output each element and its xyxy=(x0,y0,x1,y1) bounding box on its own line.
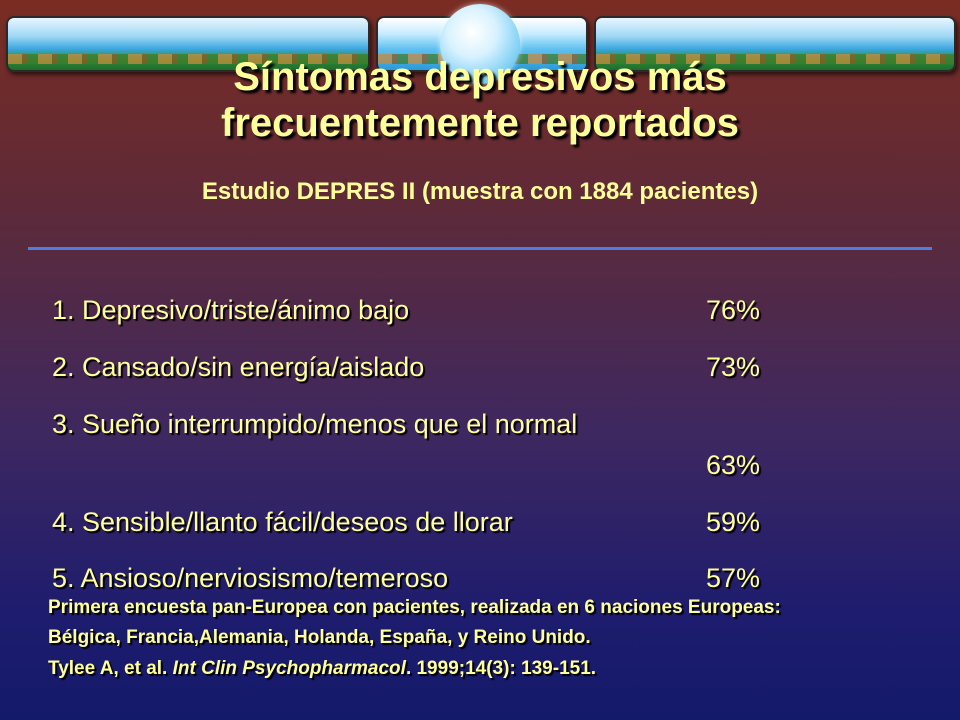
footer-note-line1: Primera encuesta pan-Europea con pacient… xyxy=(48,597,781,618)
symptom-percent-4: 59% xyxy=(706,507,761,537)
symptom-percent-2: 73% xyxy=(706,352,761,382)
slide-title: Síntomas depresivos más frecuentemente r… xyxy=(0,54,960,146)
slide-title-line1: Síntomas depresivos más xyxy=(233,55,727,99)
symptom-percent-5: 57% xyxy=(706,563,761,593)
citation-details: . 1999;14(3): 139-151. xyxy=(405,658,597,679)
symptom-label-2: 2. Cansado/sin energía/aislado xyxy=(52,352,425,382)
slide-title-line2: frecuentemente reportados xyxy=(221,101,739,145)
header-banner-right xyxy=(594,16,956,72)
header-banner-left xyxy=(6,16,370,72)
symptom-label-1: 1. Depresivo/triste/ánimo bajo xyxy=(52,295,410,325)
symptom-percent-1: 76% xyxy=(706,295,761,325)
symptom-percent-3: 63% xyxy=(706,450,761,480)
symptom-label-5: 5. Ansioso/nerviosismo/temeroso xyxy=(52,563,449,593)
citation-journal: Int Clin Psychopharmacol xyxy=(172,658,406,679)
footer-note-line2: Bélgica, Francia,Alemania, Holanda, Espa… xyxy=(48,627,591,648)
slide-subtitle: Estudio DEPRES II (muestra con 1884 paci… xyxy=(201,178,759,205)
symptom-label-3: 3. Sueño interrumpido/menos que el norma… xyxy=(52,409,578,439)
citation-authors: Tylee A, et al. xyxy=(48,658,173,679)
globe-orb-icon xyxy=(440,4,520,84)
footer-citation: Tylee A, et al. Int Clin Psychopharmacol… xyxy=(48,658,596,680)
divider-line xyxy=(28,247,932,250)
symptom-label-4: 4. Sensible/llanto fácil/deseos de llora… xyxy=(52,507,513,537)
